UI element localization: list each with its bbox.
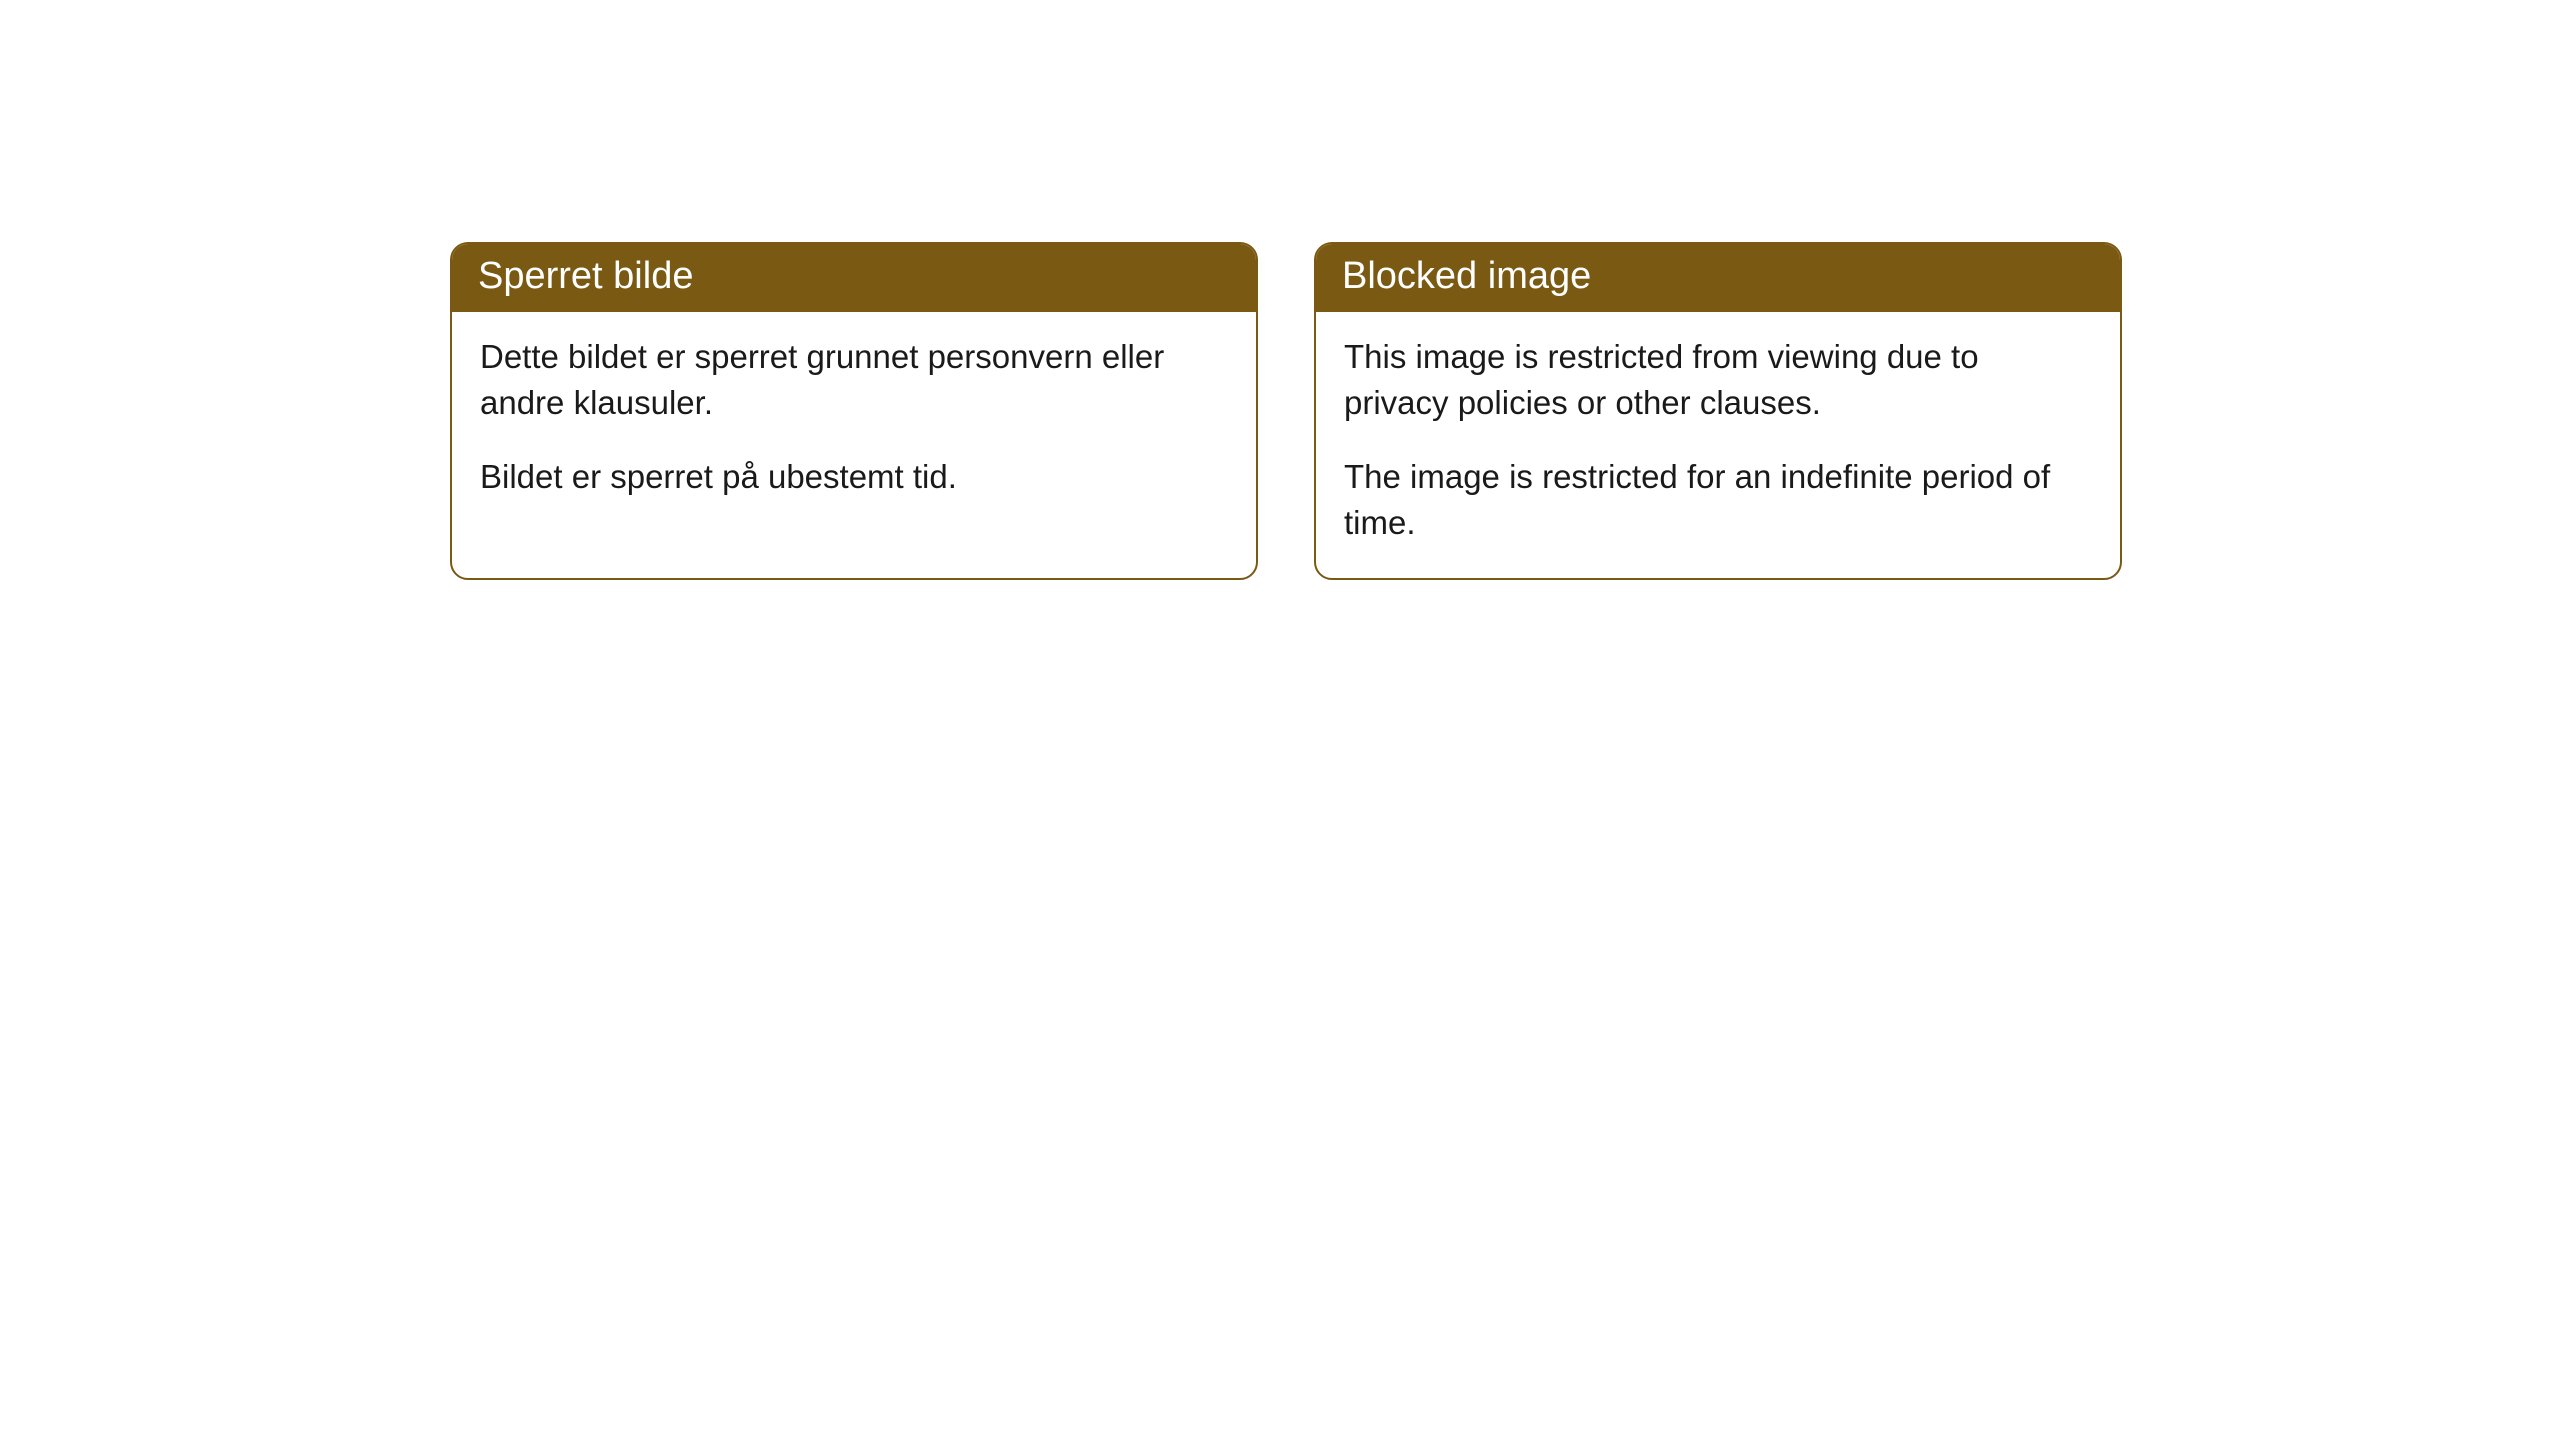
card-paragraph: This image is restricted from viewing du… [1344, 334, 2092, 426]
card-norwegian: Sperret bilde Dette bildet er sperret gr… [450, 242, 1258, 580]
card-paragraph: Dette bildet er sperret grunnet personve… [480, 334, 1228, 426]
cards-container: Sperret bilde Dette bildet er sperret gr… [450, 242, 2122, 580]
card-header-english: Blocked image [1316, 244, 2120, 312]
card-paragraph: The image is restricted for an indefinit… [1344, 454, 2092, 546]
card-english: Blocked image This image is restricted f… [1314, 242, 2122, 580]
card-body-norwegian: Dette bildet er sperret grunnet personve… [452, 312, 1256, 533]
card-header-norwegian: Sperret bilde [452, 244, 1256, 312]
card-body-english: This image is restricted from viewing du… [1316, 312, 2120, 579]
card-paragraph: Bildet er sperret på ubestemt tid. [480, 454, 1228, 500]
